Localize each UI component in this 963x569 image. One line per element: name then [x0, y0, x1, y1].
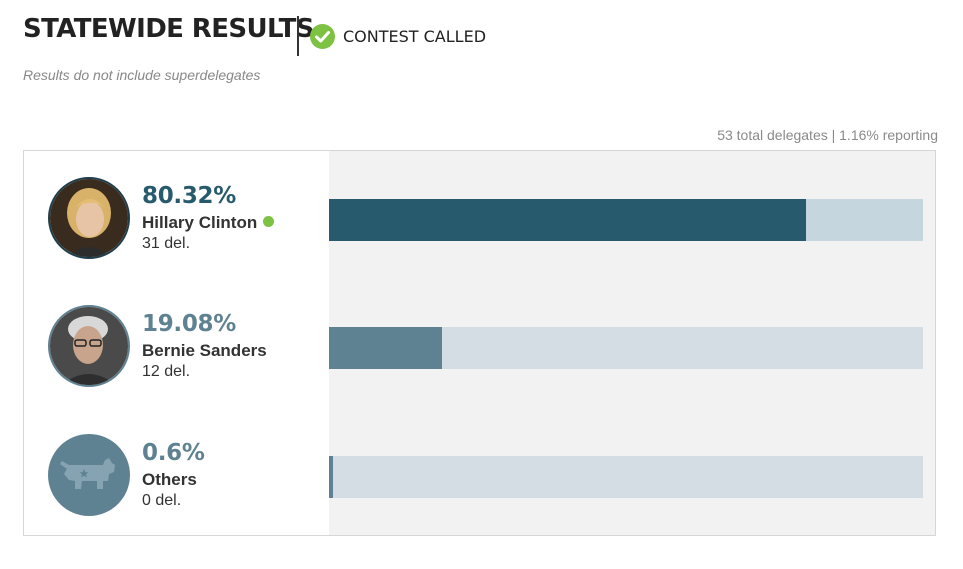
candidate-row-sanders: 19.08% Bernie Sanders 12 del.	[24, 279, 935, 409]
candidate-name-row: Bernie Sanders	[142, 341, 267, 361]
candidate-row-clinton: 80.32% Hillary Clinton 31 del.	[24, 151, 935, 281]
results-panel: 80.32% Hillary Clinton 31 del. 19.08% Be…	[23, 150, 936, 536]
winner-dot-icon	[263, 216, 275, 227]
bar-track	[329, 199, 923, 241]
candidate-delegates: 12 del.	[142, 363, 191, 380]
bar-track	[329, 327, 923, 369]
header-divider	[297, 16, 299, 56]
bar-fill	[329, 456, 333, 498]
delegates-reporting-summary: 53 total delegates | 1.16% reporting	[717, 127, 938, 143]
candidate-delegates: 0 del.	[142, 492, 182, 509]
candidate-name-row: Hillary Clinton	[142, 213, 275, 233]
candidate-name-row: Others	[142, 470, 197, 490]
candidate-name: Others	[142, 470, 197, 489]
contest-status-label: CONTEST CALLED	[343, 27, 487, 46]
page-title: STATEWIDE RESULTS	[23, 14, 315, 44]
bar-track	[329, 456, 923, 498]
candidate-row-others: 0.6% Others 0 del.	[24, 408, 935, 538]
bar-fill	[329, 327, 443, 369]
candidate-photo-icon	[48, 305, 130, 387]
subtitle: Results do not include superdelegates	[23, 67, 261, 83]
candidate-percent: 19.08%	[142, 311, 236, 337]
candidate-percent: 80.32%	[142, 183, 236, 209]
candidate-delegates: 31 del.	[142, 235, 191, 252]
candidate-name: Hillary Clinton	[142, 213, 258, 232]
candidate-name: Bernie Sanders	[142, 341, 267, 360]
bar-fill	[329, 199, 807, 241]
candidate-percent: 0.6%	[142, 440, 205, 466]
donkey-icon	[48, 434, 130, 516]
check-circle-icon	[310, 24, 335, 49]
candidate-photo-icon	[48, 177, 130, 259]
